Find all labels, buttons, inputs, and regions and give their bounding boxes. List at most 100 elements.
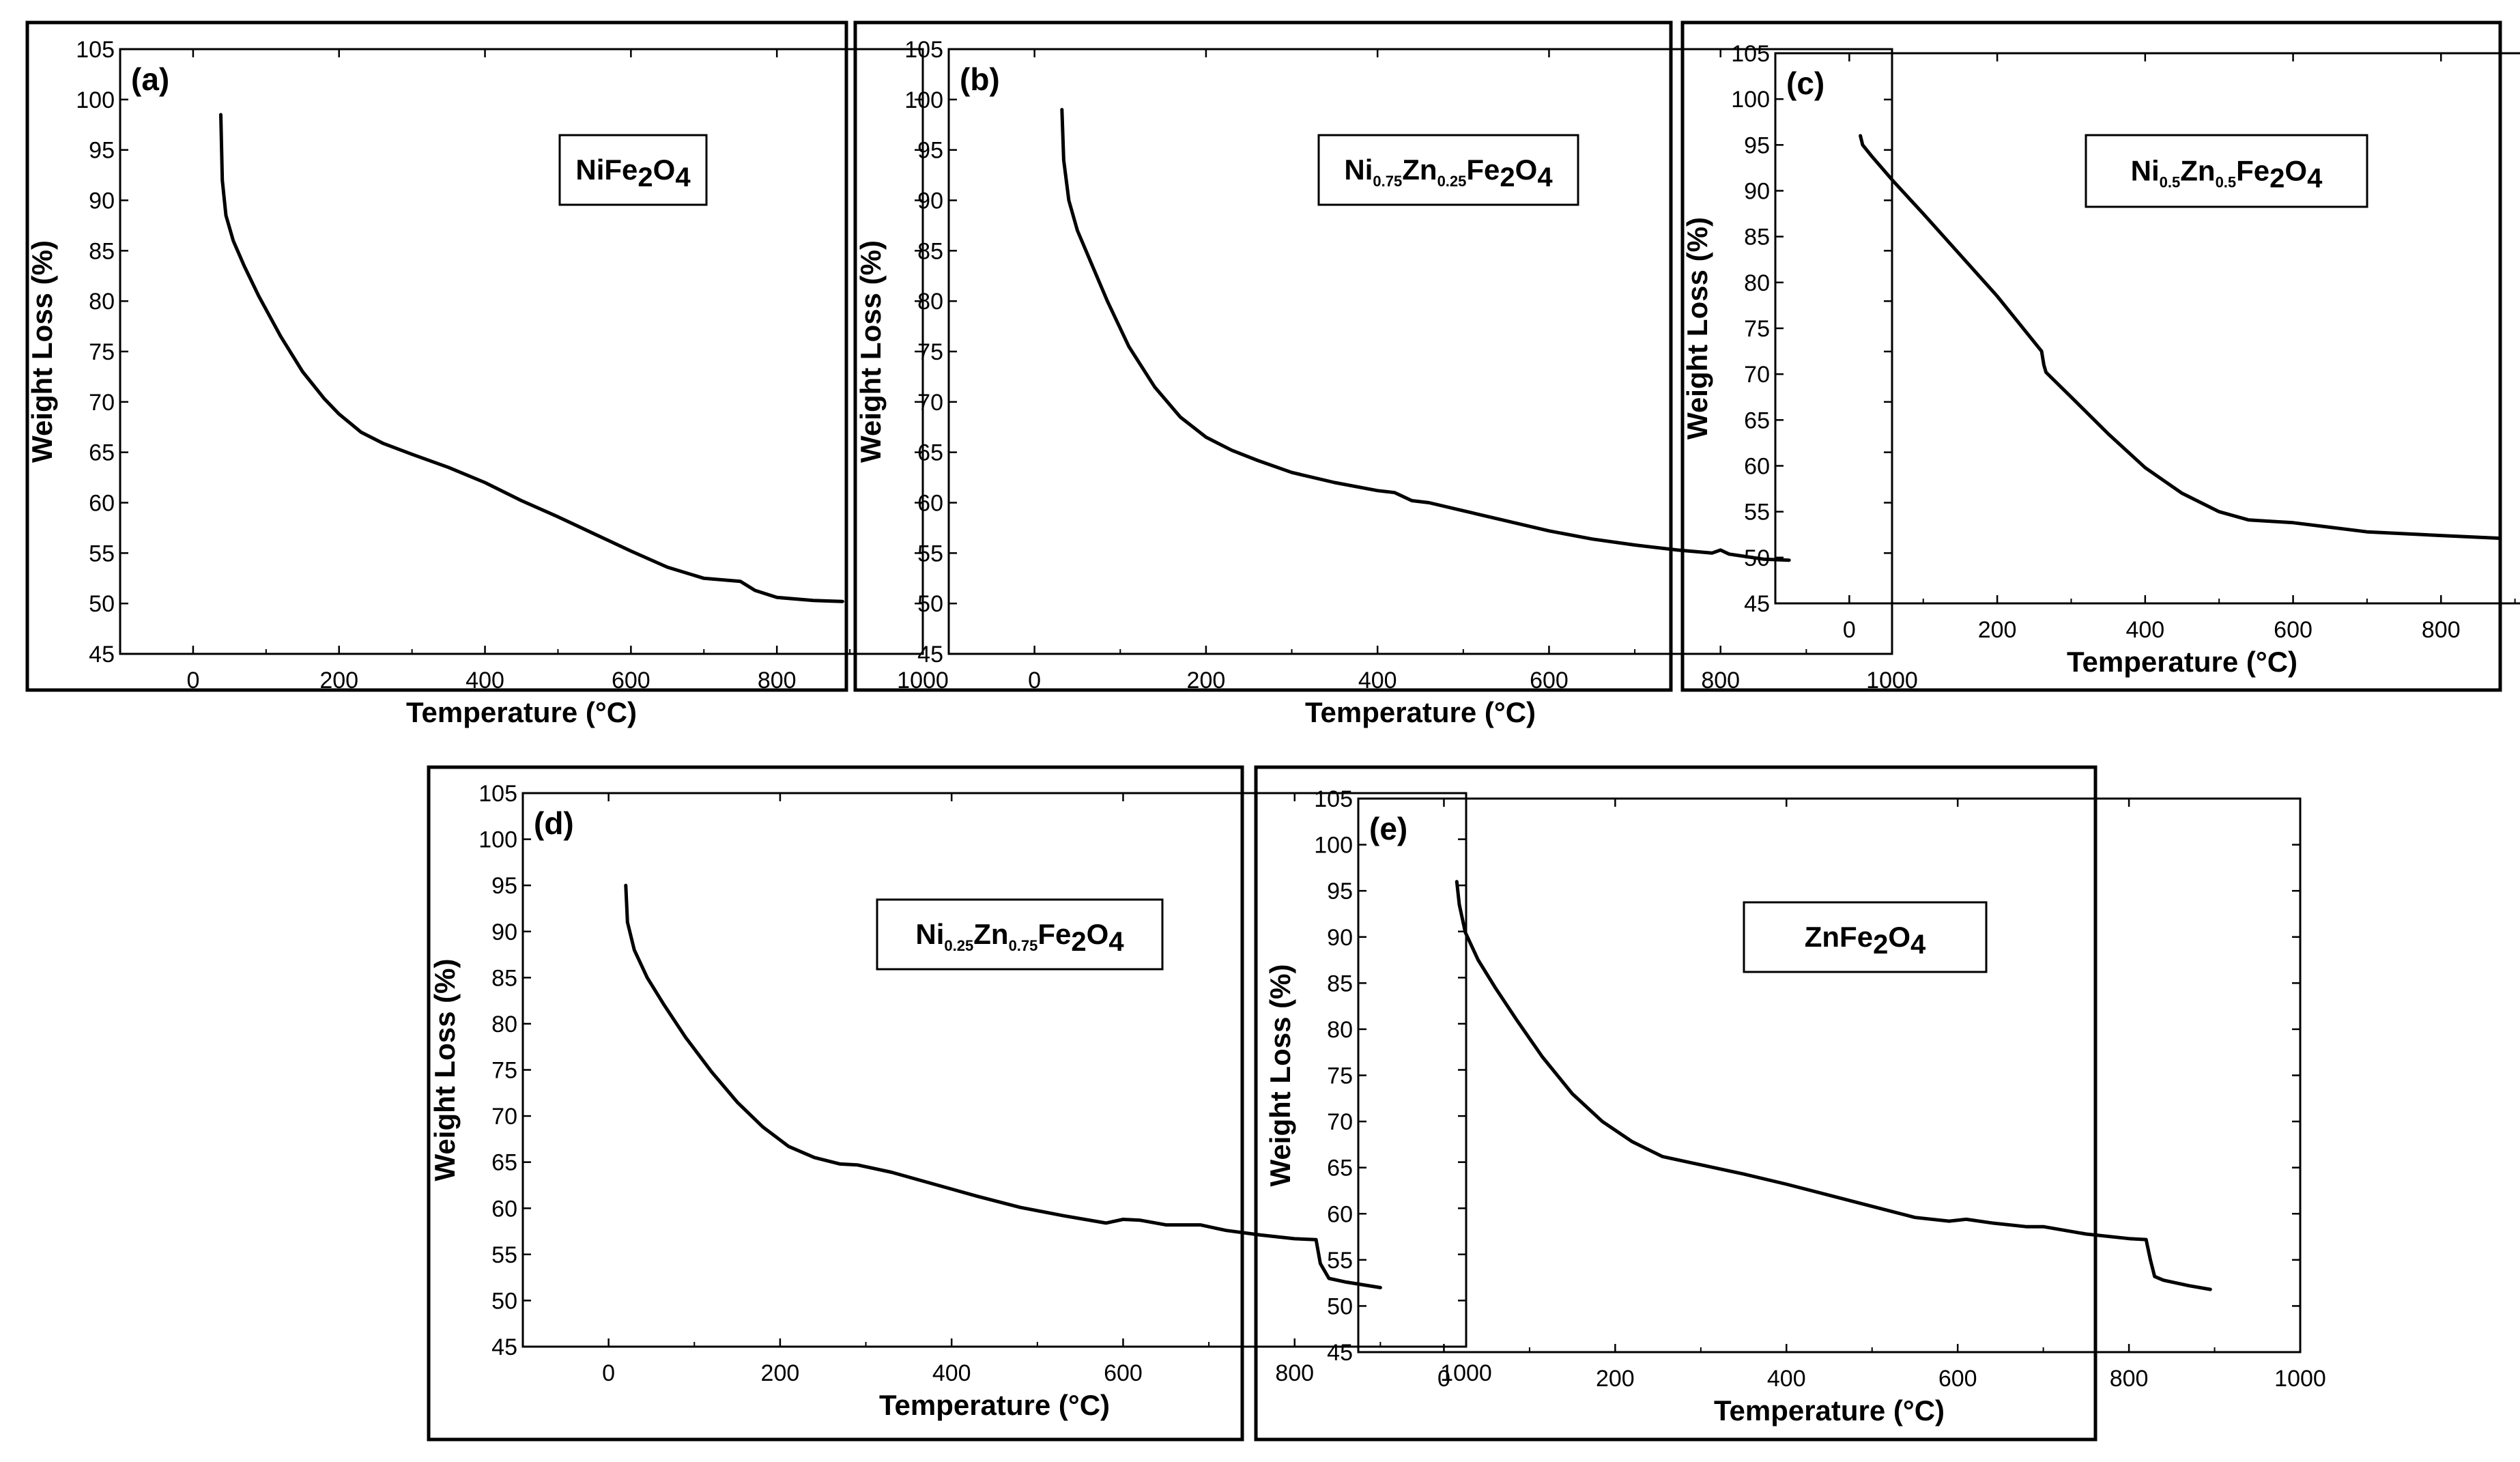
y-tick-label: 95 xyxy=(1744,132,1770,158)
x-tick-label: 0 xyxy=(186,668,199,693)
y-tick-label: 85 xyxy=(1327,971,1353,997)
x-tick-label: 200 xyxy=(761,1360,800,1386)
formula-subscript: 4 xyxy=(2307,164,2323,194)
x-axis-title: Temperature (°C) xyxy=(1714,1394,1945,1427)
y-tick-label: 105 xyxy=(904,37,943,63)
legend-formula: NiFe2O4 xyxy=(575,154,691,192)
y-tick-label: 55 xyxy=(89,541,115,567)
x-tick-label: 1000 xyxy=(2274,1366,2326,1392)
y-tick-label: 45 xyxy=(917,642,943,668)
y-tick-label: 105 xyxy=(478,781,517,807)
formula-subscript: 4 xyxy=(1537,162,1553,192)
y-tick-label: 55 xyxy=(1327,1248,1353,1274)
y-axis-title: Weight Loss (%) xyxy=(1264,964,1296,1187)
x-tick-label: 400 xyxy=(1358,668,1397,693)
x-tick-label: 200 xyxy=(1596,1366,1635,1392)
y-tick-label: 90 xyxy=(1327,925,1353,951)
formula-subscript: 2 xyxy=(2270,164,2285,194)
formula-subscript: 2 xyxy=(1873,930,1888,960)
y-tick-label: 100 xyxy=(1731,87,1770,113)
y-tick-label: 50 xyxy=(491,1288,517,1314)
legend-box xyxy=(1317,134,1579,206)
formula-part: O xyxy=(653,154,676,186)
y-tick-label: 80 xyxy=(89,289,115,315)
formula-part: Ni xyxy=(2131,155,2160,187)
formula-subscript: 4 xyxy=(1910,930,1926,960)
y-tick-label: 100 xyxy=(478,827,517,853)
y-tick-label: 100 xyxy=(904,87,943,113)
x-tick-label: 0 xyxy=(602,1360,615,1386)
y-tick-label: 90 xyxy=(89,188,115,214)
series-line xyxy=(1859,134,2502,541)
y-tick-label: 85 xyxy=(917,238,943,264)
x-tick-label: 200 xyxy=(319,668,358,693)
y-tick-label: 45 xyxy=(1744,591,1770,617)
y-axis: 45 50 55 60 65 70 75 80 85 90 95 100 105 xyxy=(1731,41,1784,617)
x-tick-label: 800 xyxy=(2422,617,2461,643)
formula-part: NiFe xyxy=(575,154,638,186)
x-tick-label: 0 xyxy=(1843,617,1856,643)
formula-part: Fe xyxy=(1037,918,1071,950)
y-tick-label: 55 xyxy=(917,541,943,567)
x-tick-label: 600 xyxy=(1938,1366,1977,1392)
formula-part: ZnFe xyxy=(1805,921,1873,953)
formula-part: Fe xyxy=(1466,154,1500,186)
x-tick-label: 200 xyxy=(1978,617,2017,643)
x-axis-title: Temperature (°C) xyxy=(879,1389,1110,1421)
formula-part: Ni xyxy=(915,918,944,950)
x-tick-label: 200 xyxy=(1187,668,1226,693)
legend-box xyxy=(1743,901,1988,973)
panel-frame xyxy=(427,765,1244,1442)
y-tick-label: 80 xyxy=(1327,1017,1353,1043)
y-tick-label: 70 xyxy=(1744,362,1770,388)
y-tick-label: 95 xyxy=(89,138,115,164)
x-axis-title: Temperature (°C) xyxy=(406,696,637,728)
x-axis-title: Temperature (°C) xyxy=(2067,646,2297,678)
y-tick-label: 60 xyxy=(1744,454,1770,480)
x-axis-title: Temperature (°C) xyxy=(1305,696,1536,728)
y-tick-label: 60 xyxy=(491,1196,517,1222)
formula-subscript: 0.5 xyxy=(2160,174,2181,191)
x-tick-label: 400 xyxy=(2125,617,2164,643)
y-tick-label: 60 xyxy=(917,491,943,517)
y-axis-title: Weight Loss (%) xyxy=(855,240,887,463)
y-tick-label: 65 xyxy=(491,1150,517,1176)
formula-subscript: 0.25 xyxy=(944,937,973,954)
formula-part: Zn xyxy=(2180,155,2215,187)
y-tick-label: 75 xyxy=(491,1058,517,1084)
y-tick-label: 105 xyxy=(1731,41,1770,67)
y-tick-label: 70 xyxy=(491,1104,517,1130)
y-tick-label: 60 xyxy=(1327,1201,1353,1227)
legend: ZnFe2O4 xyxy=(1743,901,1988,973)
legend: Ni0.75Zn0.25Fe2O4 xyxy=(1317,134,1579,206)
panel-label: (e) xyxy=(1369,811,1407,846)
y-axis: 45 50 55 60 65 70 75 80 85 90 95 100 105 xyxy=(1314,786,2300,1366)
panel-label: (a) xyxy=(131,61,169,97)
series-line xyxy=(1455,880,2212,1291)
panel-frame xyxy=(853,20,1673,692)
plot-area xyxy=(119,48,924,655)
y-tick-label: 55 xyxy=(1744,500,1770,526)
panel-label: (c) xyxy=(1786,66,1824,101)
legend: NiFe2O4 xyxy=(558,134,708,206)
y-tick-label: 45 xyxy=(89,642,115,668)
y-tick-label: 65 xyxy=(89,440,115,466)
y-tick-label: 80 xyxy=(1744,270,1770,296)
formula-subscript: 0.75 xyxy=(1009,937,1038,954)
series-line xyxy=(219,113,844,603)
formula-part: Zn xyxy=(1402,154,1437,186)
legend-formula: ZnFe2O4 xyxy=(1805,921,1926,960)
y-tick-label: 50 xyxy=(917,591,943,617)
y-tick-label: 45 xyxy=(1327,1340,1353,1366)
legend-formula: Ni0.5Zn0.5Fe2O4 xyxy=(2131,155,2323,194)
x-tick-label: 400 xyxy=(1767,1366,1806,1392)
formula-part: Ni xyxy=(1344,154,1373,186)
y-tick-label: 60 xyxy=(89,491,115,517)
